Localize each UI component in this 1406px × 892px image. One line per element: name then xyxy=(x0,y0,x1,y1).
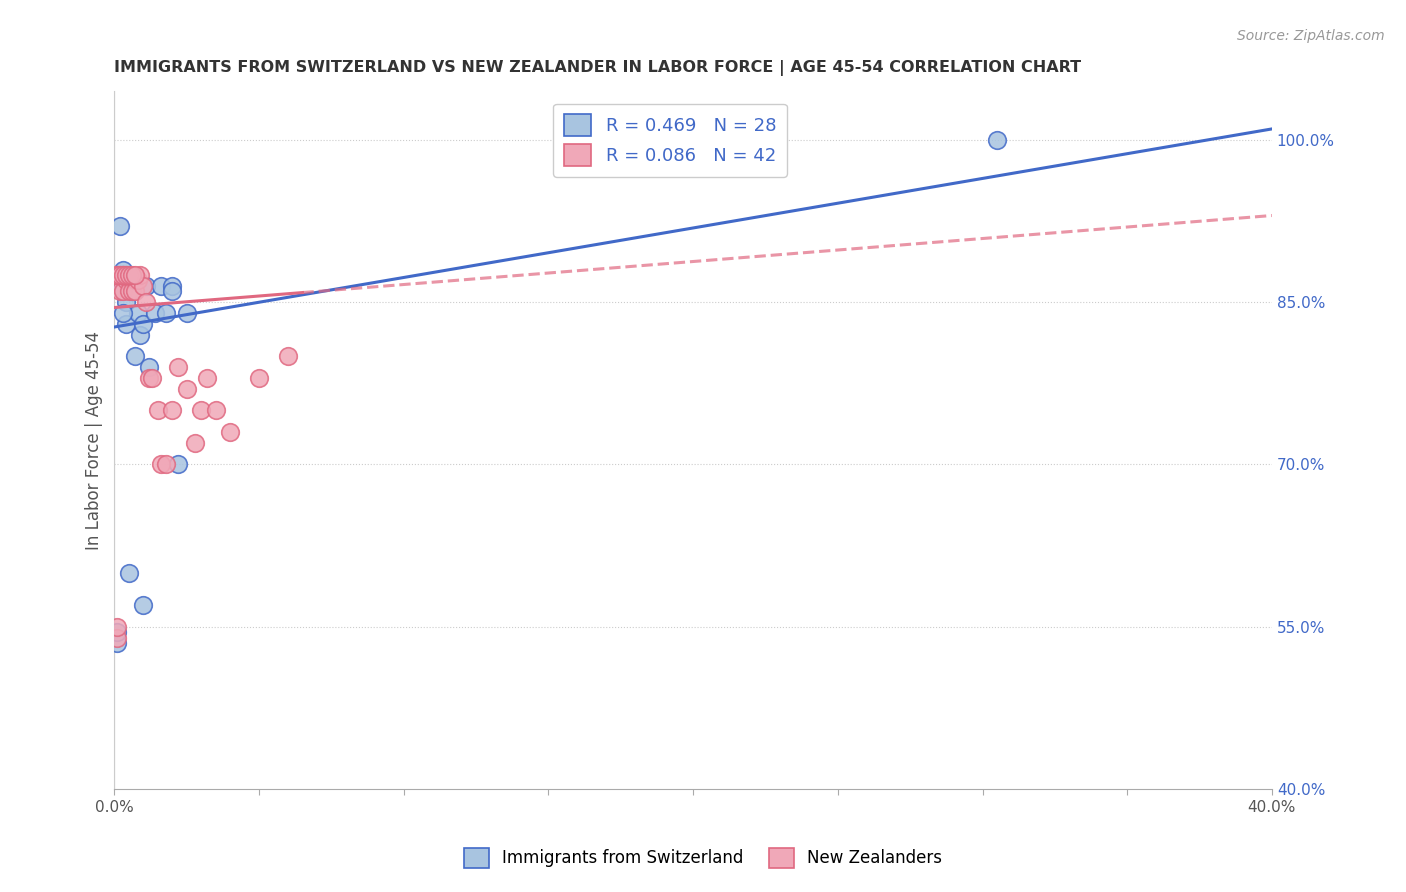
Point xyxy=(696,133,718,147)
Point xyxy=(155,458,177,472)
Point xyxy=(115,317,138,331)
Point xyxy=(118,273,141,287)
Point xyxy=(105,268,128,282)
Point xyxy=(162,278,184,293)
Point xyxy=(132,598,155,612)
Point xyxy=(118,273,141,287)
Point xyxy=(105,268,128,282)
Point xyxy=(219,425,242,439)
Legend: Immigrants from Switzerland, New Zealanders: Immigrants from Switzerland, New Zealand… xyxy=(457,841,949,875)
Point xyxy=(112,262,135,277)
Point xyxy=(112,306,135,320)
Point xyxy=(167,359,190,374)
Text: Source: ZipAtlas.com: Source: ZipAtlas.com xyxy=(1237,29,1385,43)
Point xyxy=(135,278,157,293)
Point xyxy=(115,268,138,282)
Point xyxy=(112,268,135,282)
Point xyxy=(162,285,184,299)
Point xyxy=(124,285,146,299)
Point xyxy=(176,382,198,396)
Point xyxy=(143,306,166,320)
Point xyxy=(146,403,169,417)
Point xyxy=(138,359,160,374)
Point xyxy=(149,458,172,472)
Point xyxy=(277,349,299,363)
Point xyxy=(190,403,212,417)
Point xyxy=(162,403,184,417)
Point xyxy=(118,285,141,299)
Legend: R = 0.469   N = 28, R = 0.086   N = 42: R = 0.469 N = 28, R = 0.086 N = 42 xyxy=(553,103,787,177)
Point xyxy=(108,273,131,287)
Point xyxy=(138,371,160,385)
Point xyxy=(115,268,138,282)
Point xyxy=(127,273,149,287)
Point xyxy=(112,268,135,282)
Point xyxy=(105,620,128,634)
Point xyxy=(121,285,143,299)
Point xyxy=(105,631,128,645)
Point xyxy=(124,349,146,363)
Point xyxy=(176,306,198,320)
Point xyxy=(121,268,143,282)
Point xyxy=(115,273,138,287)
Point xyxy=(105,625,128,640)
Point xyxy=(105,636,128,650)
Point xyxy=(986,133,1008,147)
Point xyxy=(108,268,131,282)
Point xyxy=(129,268,152,282)
Point xyxy=(132,278,155,293)
Point xyxy=(141,371,163,385)
Point xyxy=(112,285,135,299)
Point xyxy=(127,306,149,320)
Point xyxy=(108,285,131,299)
Point xyxy=(149,278,172,293)
Y-axis label: In Labor Force | Age 45-54: In Labor Force | Age 45-54 xyxy=(86,331,103,549)
Point xyxy=(115,295,138,310)
Point xyxy=(124,268,146,282)
Text: IMMIGRANTS FROM SWITZERLAND VS NEW ZEALANDER IN LABOR FORCE | AGE 45-54 CORRELAT: IMMIGRANTS FROM SWITZERLAND VS NEW ZEALA… xyxy=(114,60,1081,76)
Point xyxy=(204,403,226,417)
Point xyxy=(112,268,135,282)
Point xyxy=(129,327,152,342)
Point xyxy=(167,458,190,472)
Point xyxy=(112,285,135,299)
Point xyxy=(195,371,218,385)
Point xyxy=(124,273,146,287)
Point xyxy=(108,219,131,234)
Point xyxy=(118,268,141,282)
Point xyxy=(121,285,143,299)
Point xyxy=(135,295,157,310)
Point xyxy=(108,268,131,282)
Point xyxy=(155,306,177,320)
Point xyxy=(247,371,270,385)
Point xyxy=(184,435,207,450)
Point xyxy=(121,273,143,287)
Point xyxy=(132,317,155,331)
Point xyxy=(118,566,141,580)
